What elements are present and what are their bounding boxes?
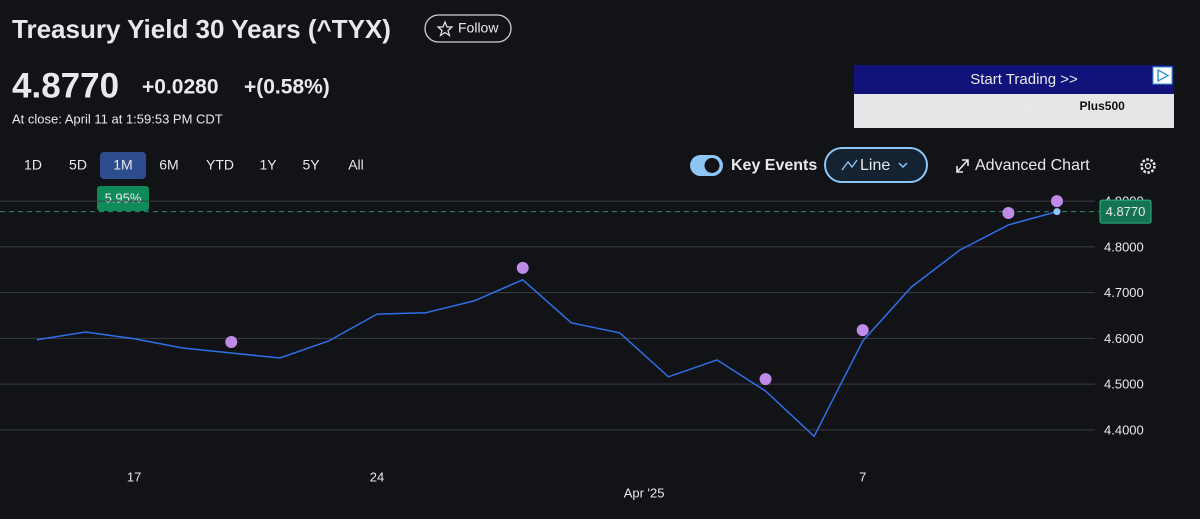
range-change: 5.95%	[105, 190, 142, 205]
range-tab[interactable]: 6M	[159, 157, 178, 173]
ad-choice-arrow[interactable]	[1157, 68, 1170, 83]
key-event[interactable]	[225, 336, 238, 349]
ad-brand[interactable]: Plus500	[1079, 99, 1125, 113]
ad-top[interactable]	[854, 65, 1174, 94]
style-label[interactable]: Line	[860, 157, 890, 174]
last-price-tag	[1099, 199, 1152, 224]
key-event[interactable]	[1002, 207, 1015, 220]
line-icon[interactable]	[841, 159, 858, 171]
expand-icon-head[interactable]	[962, 159, 969, 166]
chevron-icon[interactable]	[898, 162, 908, 169]
key-event[interactable]	[516, 261, 529, 274]
range-tab[interactable]: 1D	[24, 157, 42, 173]
expand-icon[interactable]	[956, 159, 969, 173]
last-price-label: 4.8770	[1106, 204, 1146, 219]
x-tick-label: 24	[370, 469, 384, 484]
chart-style-button[interactable]: Line	[824, 147, 928, 183]
y-tick-label: 4.8000	[1104, 239, 1144, 254]
key-event[interactable]	[856, 324, 869, 337]
price: 4.8770	[12, 66, 119, 105]
range-tab[interactable]: YTD	[206, 157, 234, 173]
key-events-label[interactable]: Key Events	[731, 157, 817, 174]
gear-icon[interactable]	[1140, 158, 1156, 174]
x-tick-label: 17	[127, 469, 141, 484]
ad-text[interactable]: Trade Indices Futures Safely With Plus500	[895, 99, 1125, 113]
range-tab[interactable]: 1M	[113, 157, 132, 173]
chart: 4.40004.50004.60004.70004.80004.90001724…	[0, 194, 1152, 500]
range-tabs: 1D 5D 1M 5.95% 6M YTD 1Y 5Y All	[24, 152, 364, 211]
expand-icon-tail[interactable]	[956, 166, 963, 173]
range-tab[interactable]: 5D	[69, 157, 87, 173]
x-tick-label: 7	[859, 469, 866, 484]
style-outline[interactable]	[824, 147, 928, 183]
y-tick-label: 4.7000	[1104, 285, 1144, 300]
settings-button[interactable]	[1140, 158, 1156, 174]
price-change-percent: +(0.58%)	[244, 76, 330, 99]
range-change-badge	[97, 186, 149, 211]
x-month-label: Apr '25	[624, 485, 665, 500]
toggle-knob[interactable]	[704, 158, 720, 173]
follow-button[interactable]: Follow	[424, 14, 512, 43]
advanced-chart-link[interactable]: Advanced Chart	[956, 157, 1090, 174]
range-tab[interactable]: 1Y	[259, 157, 277, 173]
key-events-toggle[interactable]: Key Events	[690, 155, 817, 176]
follow-outline[interactable]	[424, 14, 512, 43]
star-icon[interactable]	[436, 20, 454, 37]
range-tab[interactable]: All	[348, 157, 364, 173]
advanced-chart-label[interactable]: Advanced Chart	[975, 157, 1090, 174]
selected-tab[interactable]	[100, 152, 146, 179]
y-tick-label: 4.4000	[1104, 422, 1144, 437]
ad-headline[interactable]: Start Trading >>	[970, 71, 1078, 88]
y-tick-label: 4.5000	[1104, 377, 1144, 392]
range-tab[interactable]: 5Y	[302, 157, 320, 173]
key-event[interactable]	[1050, 195, 1063, 208]
last-price-dot	[1053, 208, 1061, 216]
quote-title: Treasury Yield 30 Years (^TYX)	[12, 14, 391, 44]
key-event[interactable]	[759, 373, 772, 386]
gear-center[interactable]	[1144, 162, 1152, 170]
price-change: +0.0280	[142, 76, 219, 99]
close-time: At close: April 11 at 1:59:53 PM CDT	[12, 111, 223, 126]
ad-copy[interactable]: Trade Indices Futures Safely With	[895, 99, 1075, 113]
y-tick-label: 4.6000	[1104, 331, 1144, 346]
price-line	[36, 210, 1058, 438]
ad-banner[interactable]: Start Trading >> Trade Indices Futures S…	[854, 65, 1174, 128]
follow-label[interactable]: Follow	[458, 20, 499, 36]
